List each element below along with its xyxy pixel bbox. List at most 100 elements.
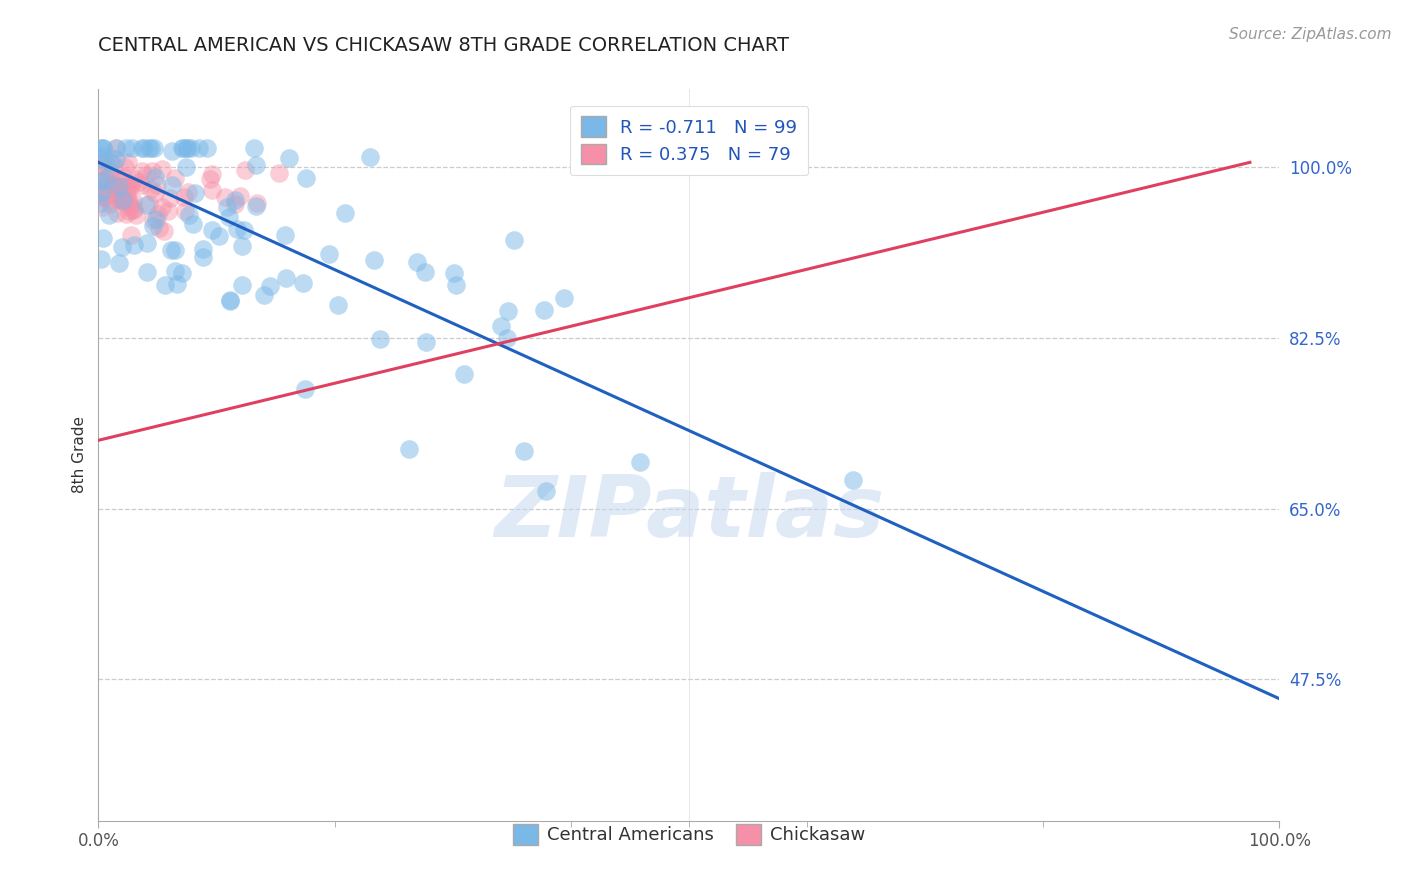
Point bbox=[146, 178, 169, 193]
Point bbox=[363, 253, 385, 268]
Point bbox=[173, 141, 195, 155]
Point bbox=[91, 151, 114, 165]
Point bbox=[533, 303, 555, 318]
Point bbox=[111, 239, 134, 253]
Point bbox=[224, 193, 246, 207]
Point bbox=[253, 288, 276, 302]
Point bbox=[91, 158, 114, 172]
Point bbox=[176, 141, 198, 155]
Point bbox=[107, 192, 129, 206]
Point bbox=[108, 190, 131, 204]
Point bbox=[96, 172, 118, 186]
Point bbox=[138, 196, 160, 211]
Point bbox=[112, 179, 135, 194]
Point bbox=[100, 151, 122, 165]
Point bbox=[118, 199, 141, 213]
Text: CENTRAL AMERICAN VS CHICKASAW 8TH GRADE CORRELATION CHART: CENTRAL AMERICAN VS CHICKASAW 8TH GRADE … bbox=[98, 36, 789, 54]
Point bbox=[128, 175, 150, 189]
Point bbox=[294, 382, 316, 396]
Point bbox=[100, 167, 122, 181]
Point bbox=[214, 190, 236, 204]
Point bbox=[105, 206, 128, 220]
Point bbox=[122, 194, 145, 209]
Point bbox=[100, 155, 122, 169]
Point bbox=[842, 474, 865, 488]
Point bbox=[122, 202, 145, 217]
Point bbox=[294, 171, 316, 186]
Point bbox=[115, 141, 138, 155]
Point bbox=[224, 196, 246, 211]
Point bbox=[496, 331, 519, 345]
Point bbox=[368, 332, 391, 346]
Point bbox=[160, 178, 183, 193]
Point bbox=[267, 166, 290, 180]
Point bbox=[215, 200, 238, 214]
Point bbox=[103, 178, 125, 192]
Point bbox=[242, 141, 264, 155]
Point bbox=[94, 154, 117, 169]
Point bbox=[104, 188, 127, 202]
Point bbox=[118, 204, 141, 219]
Point bbox=[143, 186, 166, 201]
Point bbox=[274, 228, 297, 243]
Point bbox=[180, 141, 202, 155]
Point bbox=[176, 141, 198, 155]
Point bbox=[201, 183, 224, 197]
Point bbox=[245, 158, 267, 172]
Point bbox=[90, 173, 112, 187]
Point bbox=[245, 199, 267, 213]
Point bbox=[104, 141, 127, 155]
Point bbox=[114, 207, 136, 221]
Point bbox=[110, 171, 132, 186]
Point bbox=[231, 277, 253, 292]
Point bbox=[398, 442, 420, 457]
Point bbox=[135, 168, 157, 182]
Point bbox=[114, 160, 136, 174]
Point bbox=[413, 265, 436, 279]
Point bbox=[98, 164, 121, 178]
Point bbox=[218, 210, 240, 224]
Point bbox=[246, 195, 269, 210]
Point bbox=[187, 141, 209, 155]
Point bbox=[173, 190, 195, 204]
Point bbox=[98, 197, 121, 211]
Point bbox=[328, 298, 350, 312]
Y-axis label: 8th Grade: 8th Grade bbox=[72, 417, 87, 493]
Point bbox=[89, 149, 111, 163]
Point bbox=[443, 266, 465, 280]
Point bbox=[139, 141, 162, 155]
Point bbox=[98, 208, 121, 222]
Point bbox=[145, 211, 167, 226]
Point bbox=[193, 251, 215, 265]
Point bbox=[150, 200, 173, 214]
Point bbox=[108, 178, 131, 193]
Point bbox=[152, 162, 174, 177]
Point bbox=[108, 193, 131, 207]
Point bbox=[105, 179, 128, 194]
Point bbox=[278, 151, 301, 165]
Point bbox=[166, 277, 188, 291]
Point bbox=[117, 194, 139, 209]
Point bbox=[94, 174, 117, 188]
Point bbox=[117, 188, 139, 202]
Point bbox=[89, 181, 111, 195]
Point bbox=[112, 170, 135, 185]
Point bbox=[232, 223, 254, 237]
Point bbox=[139, 182, 162, 196]
Point bbox=[142, 219, 165, 233]
Point bbox=[231, 239, 253, 253]
Point bbox=[91, 231, 114, 245]
Point bbox=[162, 144, 184, 158]
Point bbox=[122, 237, 145, 252]
Point bbox=[94, 190, 117, 204]
Point bbox=[90, 174, 112, 188]
Point bbox=[174, 203, 197, 218]
Point bbox=[274, 270, 297, 285]
Point bbox=[359, 150, 381, 164]
Point bbox=[124, 172, 146, 186]
Point bbox=[219, 293, 242, 307]
Point bbox=[115, 183, 138, 197]
Point bbox=[148, 206, 170, 220]
Point bbox=[489, 319, 512, 334]
Point bbox=[159, 191, 181, 205]
